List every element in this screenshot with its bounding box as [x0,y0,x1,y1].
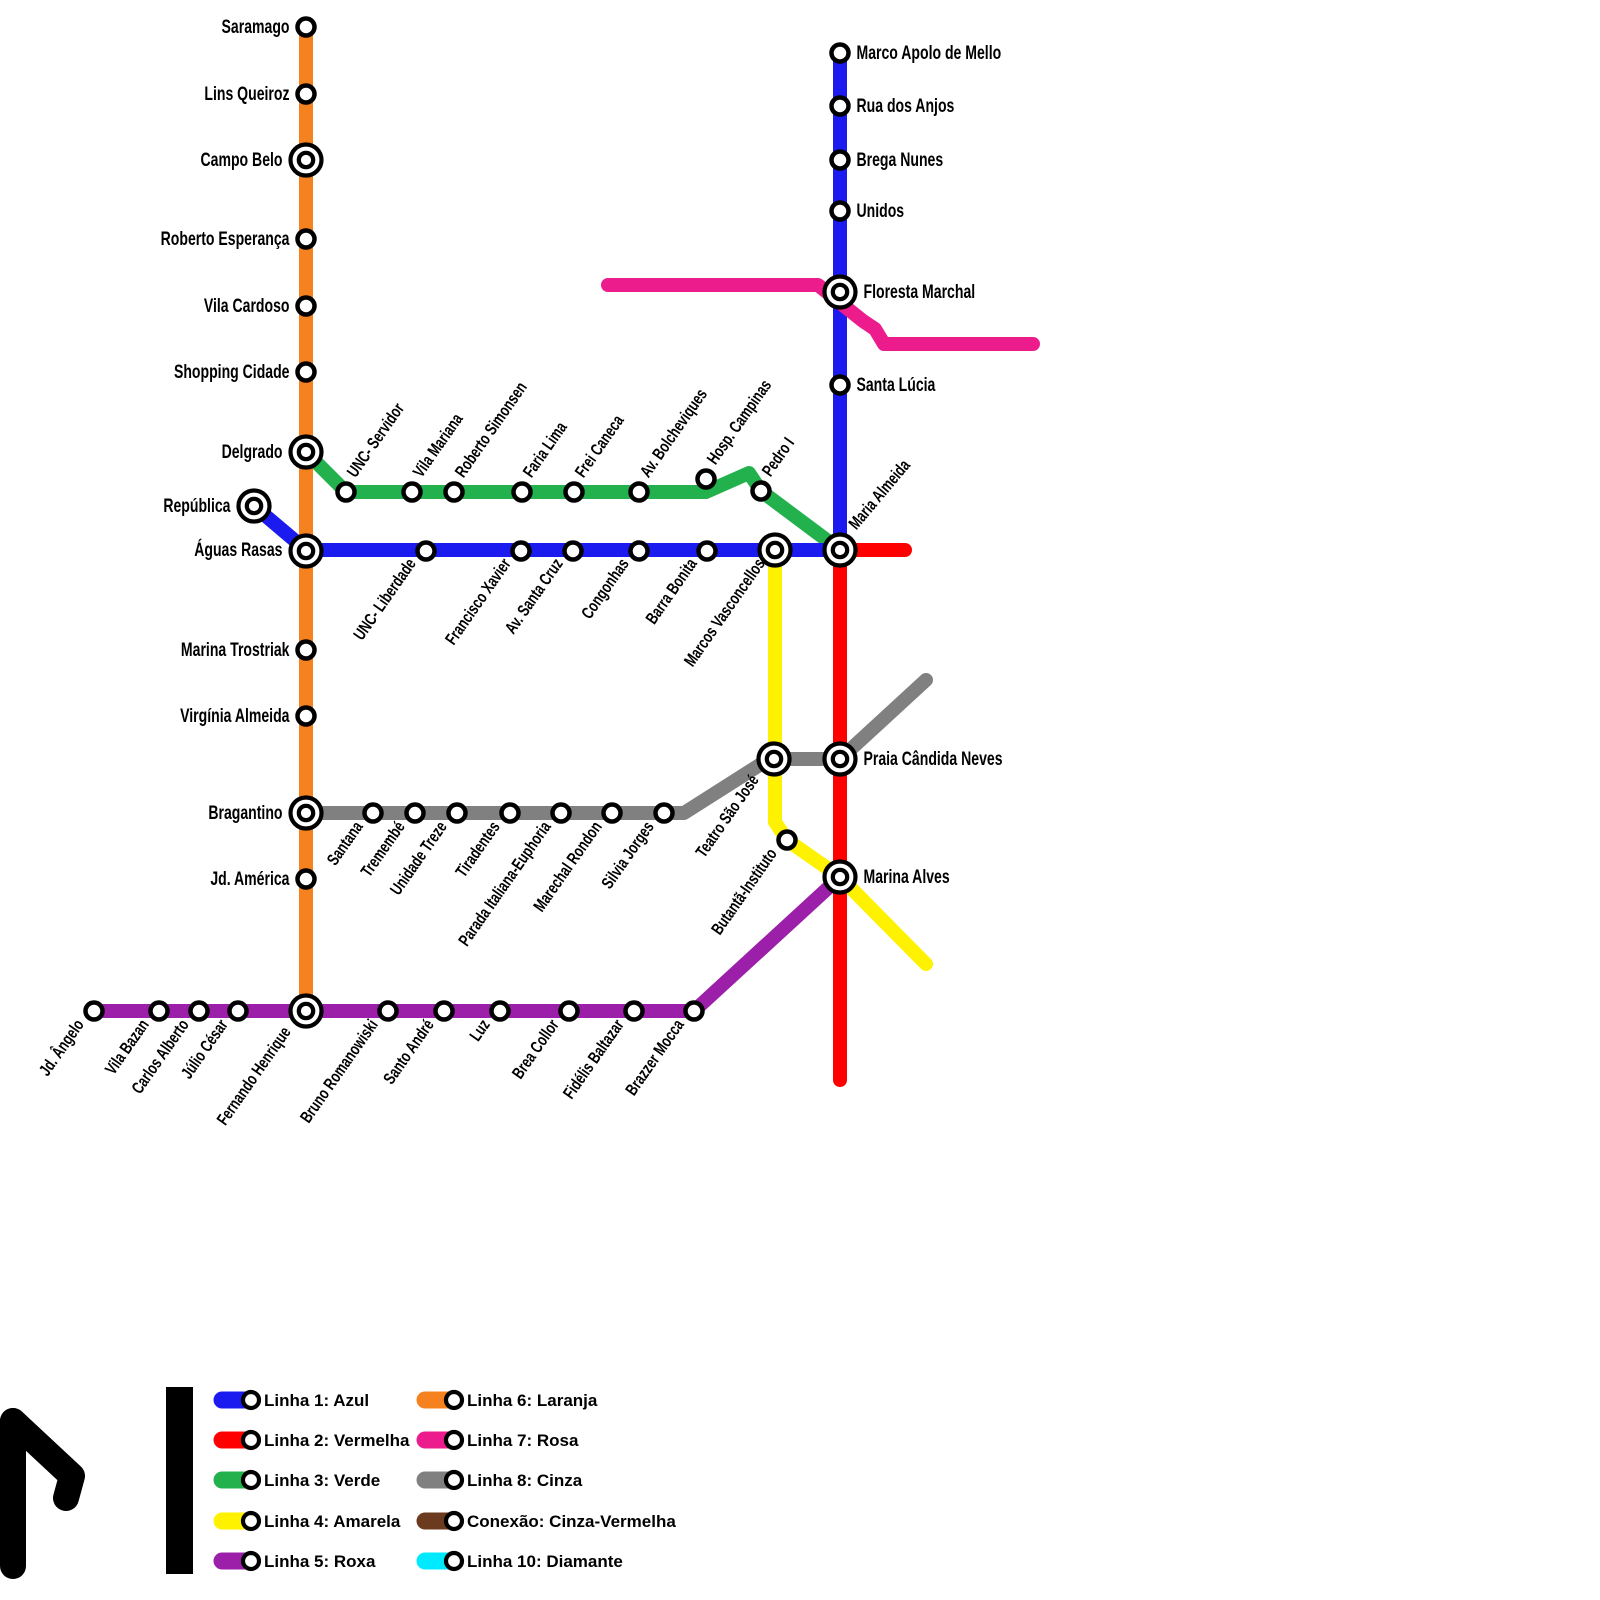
svg-text:Linha 4: Amarela: Linha 4: Amarela [264,1512,401,1531]
svg-text:Virgínia Almeida: Virgínia Almeida [180,705,290,727]
svg-text:Lins Queiroz: Lins Queiroz [204,83,289,105]
svg-text:Santa Lúcia: Santa Lúcia [857,374,936,396]
svg-text:Linha 3: Verde: Linha 3: Verde [264,1471,380,1490]
svg-text:Linha 10: Diamante: Linha 10: Diamante [467,1552,623,1571]
svg-text:Linha 5: Roxa: Linha 5: Roxa [264,1552,376,1571]
svg-text:Linha 2: Vermelha: Linha 2: Vermelha [264,1431,410,1450]
svg-text:Shopping Cidade: Shopping Cidade [174,361,290,383]
svg-text:Unidos: Unidos [857,200,905,222]
svg-text:Vila Cardoso: Vila Cardoso [204,295,290,317]
svg-text:Marco Apolo de Mello: Marco Apolo de Mello [857,42,1002,64]
svg-text:Floresta Marchal: Floresta Marchal [864,281,976,303]
svg-text:Bragantino: Bragantino [208,802,282,824]
svg-text:República: República [163,495,231,517]
svg-text:Linha 8: Cinza: Linha 8: Cinza [467,1471,583,1490]
svg-text:Delgrado: Delgrado [222,441,283,463]
svg-text:Rua dos Anjos: Rua dos Anjos [857,95,955,117]
svg-text:Praia Cândida Neves: Praia Cândida Neves [864,748,1003,770]
svg-text:Marina Alves: Marina Alves [864,866,950,888]
svg-text:Saramago: Saramago [222,16,290,38]
svg-text:Jd. América: Jd. América [210,868,290,890]
svg-text:Marina Trostriak: Marina Trostriak [181,639,290,661]
svg-text:Águas Rasas: Águas Rasas [194,539,282,561]
svg-text:Linha 6: Laranja: Linha 6: Laranja [467,1391,598,1410]
svg-text:Linha 7: Rosa: Linha 7: Rosa [467,1431,579,1450]
svg-text:Roberto Esperança: Roberto Esperança [161,228,290,250]
svg-text:Conexão: Cinza-Vermelha: Conexão: Cinza-Vermelha [467,1512,676,1531]
svg-text:Campo Belo: Campo Belo [201,149,283,171]
svg-text:Linha 1: Azul: Linha 1: Azul [264,1391,369,1410]
svg-text:Brega Nunes: Brega Nunes [857,149,944,171]
